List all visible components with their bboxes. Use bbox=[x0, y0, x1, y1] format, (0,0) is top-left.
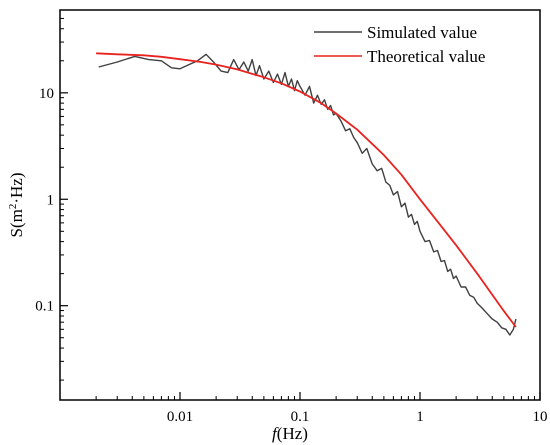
y-axis-title-end: ·Hz) bbox=[7, 173, 26, 204]
series-line-simulated bbox=[98, 53, 517, 336]
y-axis-title-sup: 2 bbox=[7, 204, 19, 210]
legend: Simulated value Theoretical value bbox=[314, 23, 485, 66]
x-axis-title-unit: (Hz) bbox=[277, 424, 308, 443]
y-axis-ticks: 0.1 1 10 bbox=[35, 17, 68, 381]
x-axis-title: f(Hz) bbox=[272, 424, 308, 443]
x-axis-title-italic: f bbox=[272, 424, 279, 443]
x-tick-label: 0.01 bbox=[167, 409, 193, 425]
series-line-theoretical bbox=[96, 52, 517, 328]
x-tick-label: 1 bbox=[416, 409, 424, 425]
series-layer bbox=[96, 52, 517, 336]
plot-frame bbox=[59, 9, 541, 401]
legend-label-simulated: Simulated value bbox=[367, 23, 477, 42]
y-axis-title: S(m2·Hz) bbox=[7, 173, 26, 238]
y-axis-title-base: S(m bbox=[7, 209, 26, 237]
x-tick-label: 0.1 bbox=[291, 409, 310, 425]
y-tick-label: 10 bbox=[39, 86, 54, 102]
y-tick-label: 1 bbox=[47, 192, 55, 208]
y-tick-label: 0.1 bbox=[35, 299, 54, 315]
legend-label-theoretical: Theoretical value bbox=[367, 47, 485, 66]
x-axis-ticks: 0.01 0.1 1 10 bbox=[95, 392, 548, 425]
x-tick-label: 10 bbox=[533, 409, 548, 425]
